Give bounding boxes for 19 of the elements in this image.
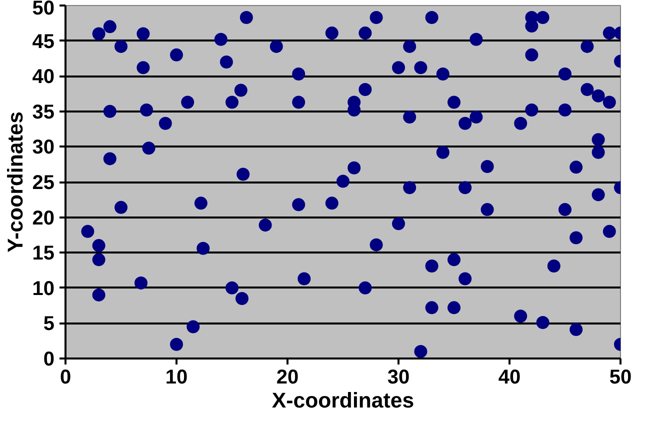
y-tick-label: 35 (32, 101, 55, 124)
x-axis-title: X-coordinates (272, 388, 414, 412)
x-tick-label: 30 (387, 366, 410, 388)
y-tick-label: 15 (32, 242, 55, 265)
x-tick-label: 40 (498, 366, 521, 388)
y-tick-label: 45 (32, 30, 55, 53)
x-tick-label: 10 (165, 366, 188, 388)
y-tick-label: 10 (32, 278, 55, 300)
y-axis-title: Y-coordinates (3, 111, 28, 253)
x-tick-label: 0 (60, 366, 72, 388)
y-tick-label: 25 (32, 172, 55, 194)
y-tick-label: 40 (32, 66, 55, 88)
y-tick-label: 20 (32, 207, 55, 230)
y-tick-label: 30 (32, 136, 55, 159)
y-tick-label: 50 (32, 0, 55, 20)
y-tick-label: 0 (43, 348, 54, 370)
x-tick-label: 50 (609, 366, 632, 388)
y-tick-label: 5 (43, 313, 54, 336)
x-tick-label: 20 (276, 366, 299, 388)
